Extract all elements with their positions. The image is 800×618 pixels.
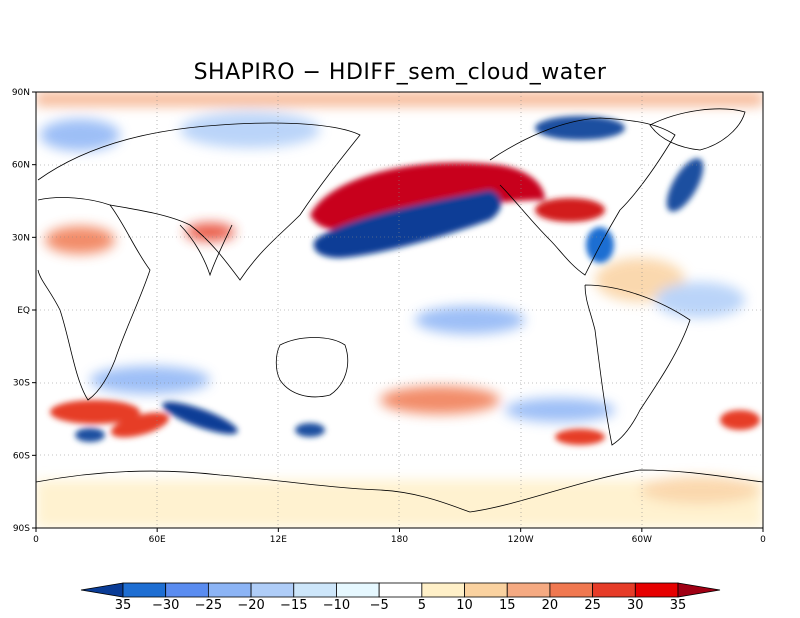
south-indian-red bbox=[110, 412, 170, 438]
y-tick-label-2: 30N bbox=[12, 233, 30, 243]
colorbar-label-9: 15 bbox=[499, 598, 516, 613]
coast-eurasia bbox=[37, 122, 361, 281]
colorbar-label-11: 25 bbox=[584, 598, 601, 613]
colorbar-label-12: 30 bbox=[627, 598, 644, 613]
colorbar-segment-11 bbox=[592, 582, 636, 598]
y-tick-label-5: 60S bbox=[13, 451, 30, 461]
npacific-blue-band bbox=[313, 190, 502, 258]
coast-namerica bbox=[489, 117, 676, 276]
colorbar: 35 −30 −25 −20 −15 −10 −5 5 10 15 20 25 30 35 bbox=[80, 582, 721, 613]
colorbar-label-3: −20 bbox=[237, 598, 264, 613]
colorbar-label-13: 35 bbox=[670, 598, 687, 613]
colorbar-arrow-right bbox=[677, 582, 721, 598]
colorbar-label-8: 10 bbox=[456, 598, 473, 613]
y-tick-label-0: 90N bbox=[12, 88, 30, 98]
x-tick-label-0: 0 bbox=[33, 535, 39, 545]
heatmap-field bbox=[36, 92, 763, 528]
colorbar-segment-3 bbox=[250, 582, 295, 598]
arctic-band-positive bbox=[36, 92, 763, 106]
colorbar-segment-0 bbox=[122, 582, 167, 598]
coastlines bbox=[36, 108, 763, 513]
blob-south-indian-blue bbox=[90, 366, 210, 394]
x-tick-label-5: 60W bbox=[632, 535, 652, 545]
east-atlantic-red bbox=[720, 410, 760, 430]
blob-europe-negative bbox=[40, 119, 120, 151]
natlantic-blue bbox=[666, 158, 704, 212]
colorbar-segment-9 bbox=[506, 582, 551, 598]
south-indian-darkblue bbox=[162, 401, 238, 435]
colorbar-label-1: −30 bbox=[152, 598, 179, 613]
colorbar-segment-4 bbox=[293, 582, 337, 598]
map-background bbox=[36, 92, 763, 528]
x-tick-label-3: 180 bbox=[391, 535, 408, 545]
coast-australia bbox=[275, 337, 349, 398]
south-blue-bottom bbox=[75, 428, 105, 442]
colorbar-segment-5 bbox=[336, 582, 380, 598]
coast-greenland bbox=[649, 108, 746, 151]
blob-pacific-south-pos bbox=[380, 386, 500, 414]
blob-atlantic-negative bbox=[655, 282, 745, 318]
blob-siberia-negative bbox=[180, 112, 320, 148]
colorbar-segment-1 bbox=[165, 582, 209, 598]
x-tick-label-2: 12E bbox=[270, 535, 287, 545]
blob-nafrica-positive bbox=[45, 226, 115, 254]
colorbar-label-2: −25 bbox=[195, 598, 222, 613]
natlantic-red bbox=[535, 198, 605, 222]
coast-antarctica bbox=[36, 469, 763, 513]
blob-india-positive bbox=[185, 223, 235, 241]
colorbar-segment-12 bbox=[634, 582, 679, 598]
colorbar-label-7: 5 bbox=[418, 598, 426, 613]
south-pacific-red bbox=[555, 429, 605, 445]
colorbar-label-5: −10 bbox=[323, 598, 350, 613]
npacific-red-band bbox=[310, 162, 545, 231]
x-tick-label-1: 60E bbox=[149, 535, 166, 545]
canada-arctic-blue bbox=[535, 116, 625, 140]
x-tick-label-6: 0 bbox=[760, 535, 766, 545]
colorbar-label-4: −15 bbox=[280, 598, 307, 613]
x-tick-label-4: 120W bbox=[508, 535, 534, 545]
blob-south-pacific-blue bbox=[505, 398, 615, 422]
colorbar-segment-6 bbox=[378, 582, 423, 598]
coast-samerica bbox=[584, 284, 691, 446]
south-atlantic-red bbox=[50, 400, 140, 424]
y-tick-label-4: 30S bbox=[13, 379, 30, 389]
gridlines bbox=[36, 92, 763, 528]
colorbar-label-6: −5 bbox=[370, 598, 389, 613]
colorbar-segment-10 bbox=[549, 582, 594, 598]
x-axis: 0 60E 12E 180 120W 60W 0 bbox=[33, 528, 766, 545]
colorbar-segment-8 bbox=[464, 582, 508, 598]
blob-antarctic-peach bbox=[640, 476, 760, 504]
colorbar-segment-7 bbox=[421, 582, 465, 598]
y-tick-label-3: EQ bbox=[17, 306, 30, 316]
y-tick-label-6: 90S bbox=[13, 524, 30, 534]
colorbar-label-10: 20 bbox=[542, 598, 559, 613]
y-axis: 90N 60N 30N EQ 30S 60S 90S bbox=[12, 88, 36, 534]
colorbar-arrow-left bbox=[80, 582, 124, 598]
blob-tropics-pacific-neg bbox=[415, 306, 525, 334]
colorbar-segment-2 bbox=[207, 582, 252, 598]
chart-title: SHAPIRO − HDIFF_sem_cloud_water bbox=[194, 60, 607, 85]
australia-south-blue bbox=[295, 423, 325, 437]
y-tick-label-1: 60N bbox=[12, 161, 30, 171]
colorbar-label-0: 35 bbox=[115, 598, 132, 613]
coast-india bbox=[179, 224, 233, 277]
